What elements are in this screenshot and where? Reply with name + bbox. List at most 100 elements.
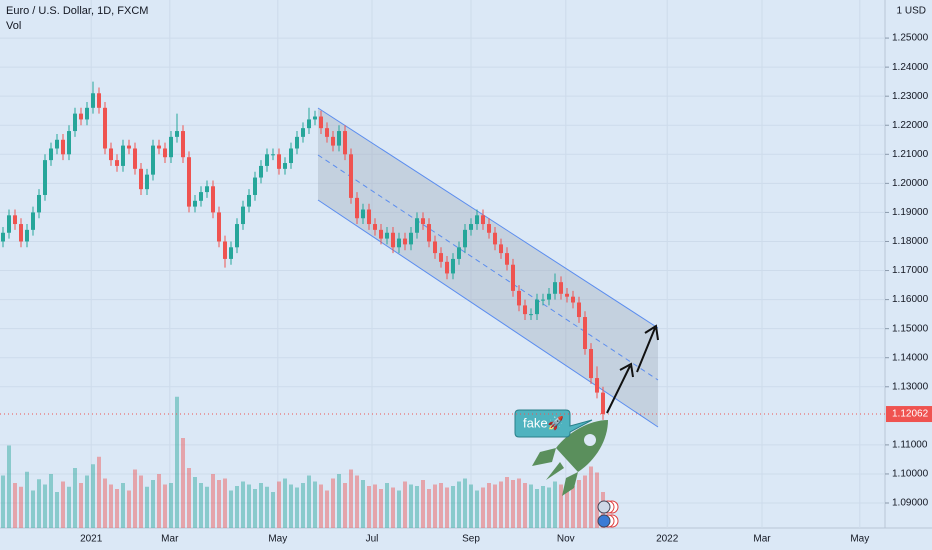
candle-body (211, 186, 215, 213)
candle-body (13, 215, 17, 225)
y-tick-label: 1.16000 (892, 294, 929, 305)
candle-body (595, 378, 599, 393)
volume-bar (493, 484, 497, 528)
x-tick-label: Mar (161, 534, 179, 545)
candle-body (55, 139, 59, 149)
last-price-label: 1.12062 (892, 409, 929, 420)
candle-body (109, 148, 113, 161)
currency-label: 1 USD (897, 6, 926, 17)
volume-bar (211, 474, 215, 528)
volume-bar (127, 490, 131, 528)
volume-bar (73, 468, 77, 528)
candle-body (61, 139, 65, 155)
candle-body (289, 148, 293, 164)
candle-body (1, 232, 5, 242)
symbol-title: Euro / U.S. Dollar, 1D, FXCM (6, 5, 148, 17)
candle-body (463, 229, 467, 248)
volume-bar (307, 475, 311, 528)
candle-body (583, 317, 587, 349)
candle-body (505, 253, 509, 265)
candle-body (139, 168, 143, 190)
candle-body (367, 209, 371, 225)
volume-bar (577, 480, 581, 528)
volume-bar (157, 474, 161, 528)
candle-body (487, 224, 491, 233)
candle-body (283, 163, 287, 169)
volume-bar (13, 483, 17, 528)
candle-body (37, 194, 41, 213)
candle-body (361, 209, 365, 219)
candle-body (91, 93, 95, 108)
candle-body (523, 305, 527, 315)
volume-bar (355, 475, 359, 528)
last-price-box (886, 406, 932, 423)
volume-bar (463, 478, 467, 528)
volume-bar (103, 478, 107, 528)
volume-bar (79, 483, 83, 528)
volume-bar (235, 486, 239, 528)
candle-body (31, 212, 35, 230)
candle-body (295, 136, 299, 149)
volume-bar (223, 478, 227, 528)
volume-bar (325, 490, 329, 528)
volume-bar (415, 486, 419, 528)
volume-bar (265, 486, 269, 528)
volume-bar (547, 487, 551, 528)
candle-body (169, 136, 173, 158)
candle-body (73, 113, 77, 132)
candle-body (277, 154, 281, 169)
volume-bar (349, 469, 353, 528)
candle-body (547, 293, 551, 300)
candle-body (517, 290, 521, 306)
candle-body (229, 247, 233, 259)
volume-bar (367, 486, 371, 528)
candle-body (349, 154, 353, 198)
candle-body (433, 241, 437, 254)
y-tick-label: 1.23000 (892, 91, 929, 102)
y-tick-label: 1.09000 (892, 498, 929, 509)
candle-body (79, 113, 83, 120)
volume-bar (541, 486, 545, 528)
candle-body (259, 165, 263, 178)
candle-body (571, 296, 575, 303)
volume-bar (109, 484, 113, 528)
candle-body (445, 261, 449, 274)
volume-bar (409, 484, 413, 528)
annotation-box (514, 409, 593, 438)
volume-bar (31, 490, 35, 528)
candle-body (265, 154, 269, 166)
candle-body (331, 136, 335, 146)
volume-bar (301, 483, 305, 528)
volume-bar (283, 478, 287, 528)
volume-bar (571, 486, 575, 528)
volume-bar (433, 484, 437, 528)
candle-body (541, 299, 545, 301)
y-tick-label: 1.19000 (892, 207, 929, 218)
y-tick-label: 1.11000 (892, 440, 928, 451)
volume-bar (481, 487, 485, 528)
candle-body (193, 200, 197, 207)
volume-bar (121, 483, 125, 528)
x-tick-label: Mar (753, 534, 771, 545)
volume-bar (91, 464, 95, 528)
x-tick-label: 2021 (80, 534, 103, 545)
candle-body (133, 148, 137, 169)
volume-bar (37, 479, 41, 528)
candle-body (457, 247, 461, 259)
volume-bar (49, 474, 53, 528)
candle-body (127, 145, 131, 149)
candle-body (325, 128, 329, 137)
volume-layer (1, 396, 605, 528)
volume-bar (457, 481, 461, 528)
volume-label: Vol (6, 20, 21, 32)
volume-bar (115, 489, 119, 528)
volume-bar (313, 481, 317, 528)
candle-body (271, 154, 275, 156)
candle-body (199, 192, 203, 201)
candle-body (535, 299, 539, 315)
rocket-icon (532, 420, 608, 496)
volume-bar (517, 478, 521, 528)
volume-bar (361, 480, 365, 528)
